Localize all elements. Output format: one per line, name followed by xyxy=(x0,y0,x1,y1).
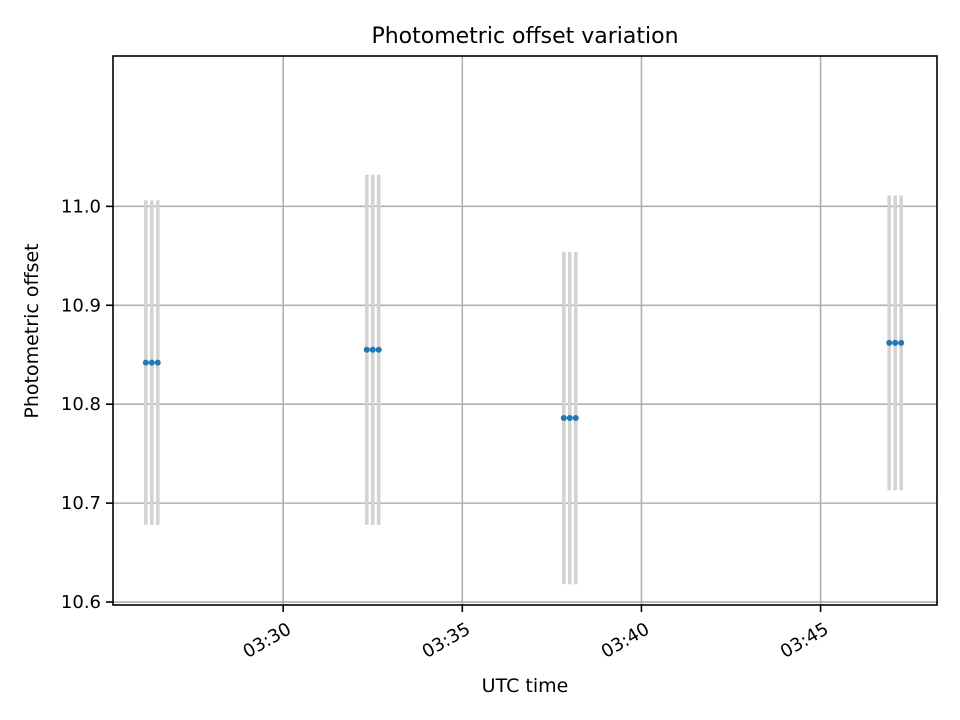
y-tick-label: 11.0 xyxy=(61,196,101,217)
plot-frame xyxy=(112,55,938,606)
data-point xyxy=(566,415,573,422)
x-tick-label: 03:40 xyxy=(598,619,653,663)
data-point xyxy=(886,339,893,346)
data-point xyxy=(892,339,899,346)
axis-ticks: 03:30 03:35 03:40 03:45 10.6 10.7 10.8 10.9 11.0 xyxy=(61,196,832,662)
x-tick-label: 03:35 xyxy=(419,619,474,663)
data-point xyxy=(560,415,567,422)
data-points xyxy=(142,339,905,422)
data-point xyxy=(898,339,905,346)
data-point xyxy=(154,359,161,366)
data-point xyxy=(572,415,579,422)
grid xyxy=(113,56,937,605)
data-point xyxy=(148,359,155,366)
y-tick-label: 10.8 xyxy=(61,394,101,415)
data-point xyxy=(142,359,149,366)
y-tick-label: 10.7 xyxy=(61,493,101,514)
x-tick-label: 03:30 xyxy=(239,619,294,663)
data-point xyxy=(363,346,370,353)
x-tick-label: 03:45 xyxy=(777,619,832,663)
error-bars xyxy=(144,174,903,585)
chart-title: Photometric offset variation xyxy=(371,24,678,49)
y-tick-label: 10.6 xyxy=(61,592,101,613)
y-tick-label: 10.9 xyxy=(61,295,101,316)
x-axis-label: UTC time xyxy=(482,675,569,697)
y-axis-label: Photometric offset xyxy=(21,243,43,418)
data-point xyxy=(369,346,376,353)
data-point xyxy=(375,346,382,353)
